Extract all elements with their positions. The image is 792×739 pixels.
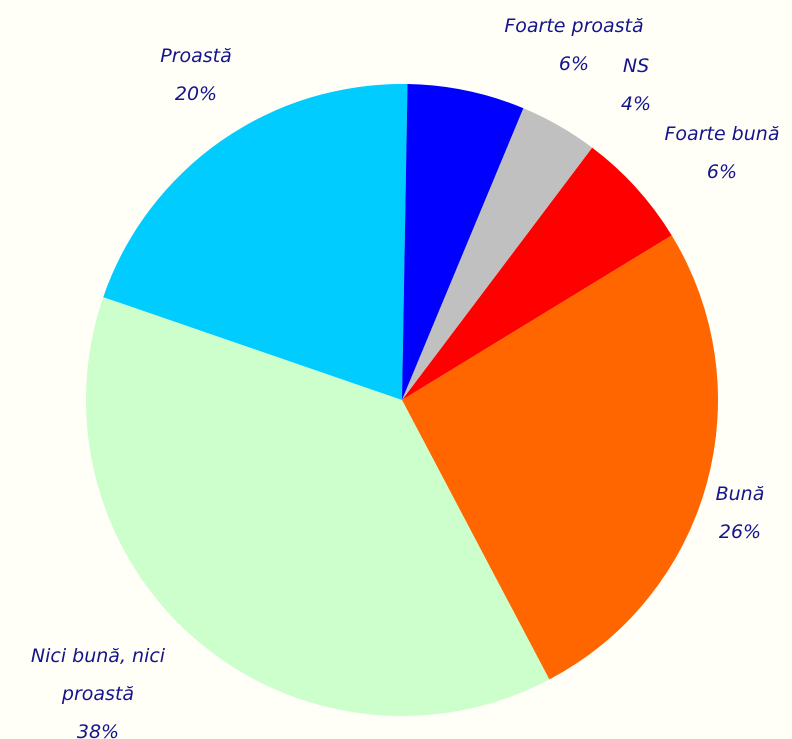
slice-label-foarte-proasta: Foarte proastă 6% [504, 15, 643, 75]
pie-slices [86, 84, 718, 716]
slice-label-nici-buna-nici-proasta: Nici bună, nici proastă 38% [31, 645, 166, 739]
pie-slice-ns [402, 108, 593, 401]
pie-slice-proasta [103, 84, 408, 400]
pie-slice-foarte-buna [402, 147, 672, 400]
pie-labels: Foarte bună 6% Bună 26% Nici bună, nici proas… [31, 15, 780, 739]
pie-slice-foarte-proasta [402, 84, 524, 400]
slice-label-foarte-buna: Foarte bună 6% [665, 123, 780, 183]
slice-label-buna: Bună 26% [716, 483, 765, 543]
pie-slice-nici-buna-nici-proasta [86, 297, 550, 716]
pie-slice-buna [402, 235, 718, 680]
slice-label-proasta: Proastă 20% [160, 45, 232, 105]
slice-label-ns: NS 4% [621, 55, 651, 115]
